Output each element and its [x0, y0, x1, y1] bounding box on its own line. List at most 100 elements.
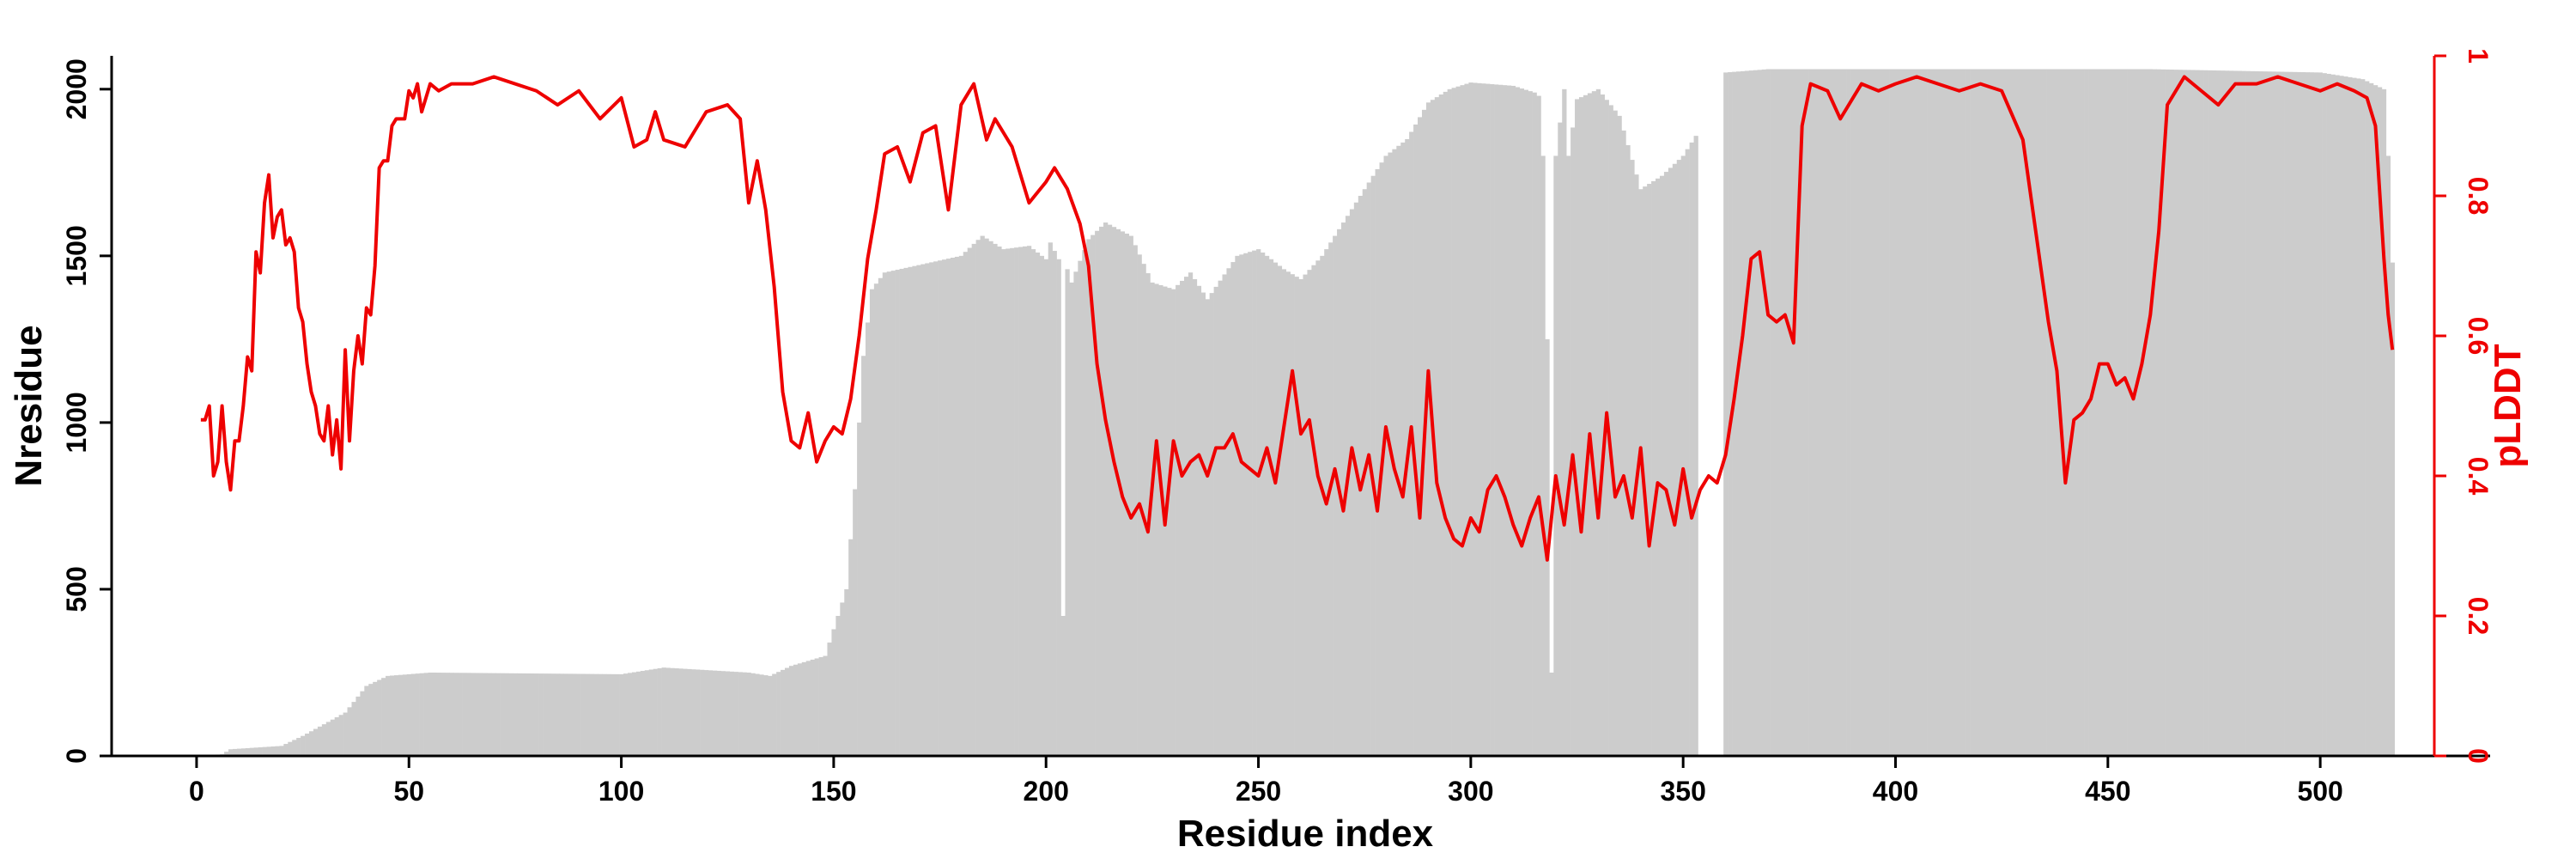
bar — [249, 747, 255, 756]
bar — [2003, 69, 2008, 756]
bar — [253, 747, 258, 756]
bar — [598, 673, 603, 756]
bar — [2169, 70, 2174, 756]
bar — [266, 746, 271, 756]
bar — [2152, 69, 2158, 757]
bar — [2105, 69, 2111, 756]
bar — [2208, 70, 2213, 756]
bar — [611, 673, 616, 756]
x-tick-label: 350 — [1660, 776, 1705, 807]
bar — [521, 673, 526, 756]
bar — [1192, 279, 1198, 756]
bar — [2127, 69, 2132, 756]
bar — [559, 673, 565, 756]
bar — [288, 741, 293, 756]
bar — [1982, 69, 1988, 756]
bar — [2054, 69, 2060, 756]
bar — [763, 675, 769, 756]
bar — [2101, 69, 2106, 756]
bar — [1451, 88, 1456, 756]
y-left-tick-label: 1500 — [61, 225, 92, 286]
bar — [1370, 175, 1376, 756]
bar — [377, 679, 382, 756]
bar — [2033, 69, 2038, 756]
bar — [1761, 69, 1766, 756]
bar — [865, 322, 871, 756]
bar — [1753, 70, 1759, 756]
bar — [2381, 88, 2387, 756]
bar — [755, 673, 760, 756]
bar — [1630, 160, 1635, 757]
bar — [466, 673, 471, 756]
bar — [700, 669, 705, 756]
y-axis-right-title: pLDDT — [2487, 344, 2529, 467]
bar — [831, 629, 836, 756]
bar — [2356, 78, 2361, 756]
bar — [1103, 222, 1109, 756]
bar — [945, 259, 951, 757]
bar — [572, 673, 577, 756]
bar — [2123, 69, 2128, 756]
bar — [2275, 71, 2281, 757]
bar — [2318, 72, 2323, 756]
bar — [1001, 249, 1006, 757]
bar — [619, 673, 624, 756]
bar — [1196, 285, 1202, 756]
bar — [1643, 186, 1648, 756]
bar — [1091, 235, 1096, 757]
bar — [2254, 70, 2259, 756]
bar — [2186, 70, 2191, 756]
bar — [1073, 271, 1078, 756]
bar — [1672, 163, 1678, 757]
bar — [364, 685, 369, 756]
bar — [971, 243, 976, 756]
bar — [517, 673, 522, 756]
bar — [402, 674, 408, 756]
bar — [895, 270, 900, 756]
bar — [550, 673, 556, 756]
bar — [1048, 242, 1053, 757]
bar — [1141, 264, 1146, 756]
bar — [305, 734, 310, 756]
bar — [2263, 71, 2268, 756]
bar — [882, 272, 888, 756]
bar — [1931, 69, 1936, 756]
bar — [1150, 282, 1155, 756]
bar — [1273, 262, 1279, 756]
bar — [2008, 69, 2013, 756]
bar — [1222, 274, 1227, 757]
bar — [2322, 73, 2327, 757]
bar — [1438, 94, 1444, 756]
bar — [2237, 70, 2242, 756]
bar — [483, 673, 489, 756]
bar — [1732, 71, 1737, 756]
bar — [1595, 88, 1601, 756]
bar — [1277, 265, 1283, 756]
bar — [2182, 70, 2187, 757]
bar — [2300, 72, 2306, 756]
bar — [2348, 76, 2353, 757]
bar — [716, 670, 722, 756]
bar — [1418, 117, 1423, 756]
bar — [445, 673, 450, 756]
bar — [1651, 180, 1656, 757]
bar — [262, 746, 267, 756]
bar — [1791, 69, 1796, 756]
bar — [1885, 69, 1890, 756]
bar — [1833, 69, 1839, 756]
bar — [1252, 250, 1257, 756]
x-tick-label: 200 — [1024, 776, 1069, 807]
bar — [1953, 69, 1958, 756]
bar — [631, 672, 637, 756]
x-axis-title: Residue index — [1177, 813, 1434, 855]
y-right-tick-label: 0 — [2463, 748, 2494, 764]
bar — [321, 724, 327, 756]
bar — [1477, 82, 1482, 756]
bar — [2385, 155, 2391, 756]
bar — [2050, 69, 2056, 756]
bar — [2038, 69, 2043, 756]
bar — [687, 668, 692, 756]
y-right-tick-label: 0.2 — [2463, 597, 2494, 635]
bar — [555, 673, 561, 756]
bar — [615, 673, 620, 756]
